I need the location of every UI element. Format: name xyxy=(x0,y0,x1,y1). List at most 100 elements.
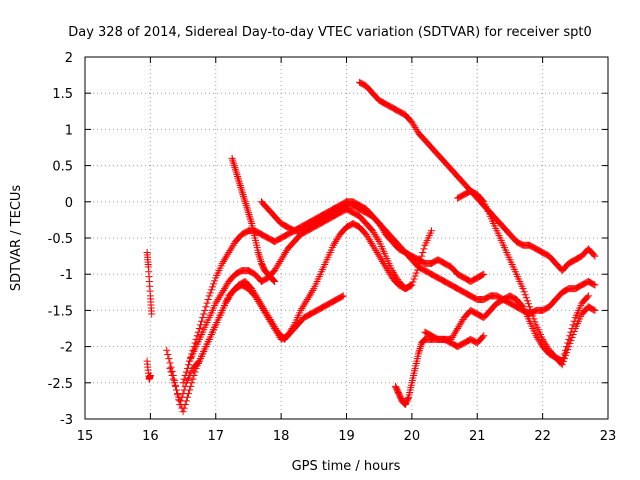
data-point xyxy=(166,364,174,372)
data-point xyxy=(558,361,566,369)
data-point xyxy=(521,291,529,299)
data-point xyxy=(297,306,305,314)
data-point xyxy=(590,280,598,288)
data-point xyxy=(450,330,458,338)
data-point xyxy=(229,241,237,249)
data-point xyxy=(393,274,401,282)
series-arc-b xyxy=(143,357,154,383)
y-tick-label: -2.5 xyxy=(48,377,73,392)
y-tick-label: -3 xyxy=(60,413,73,428)
data-point xyxy=(303,296,311,304)
data-point xyxy=(417,256,425,264)
data-point xyxy=(299,303,307,311)
data-point xyxy=(454,325,462,332)
x-tick-labels: 15 16 17 18 19 20 21 22 23 xyxy=(77,429,617,444)
data-point xyxy=(252,294,260,302)
data-point xyxy=(375,252,383,260)
data-point xyxy=(199,314,207,322)
data-point xyxy=(480,332,488,340)
data-point xyxy=(518,302,526,310)
data-point xyxy=(412,125,420,133)
data-point xyxy=(449,332,457,340)
data-point xyxy=(273,328,281,336)
data-point xyxy=(218,259,226,267)
data-point xyxy=(254,248,262,256)
data-point xyxy=(570,328,578,336)
data-point xyxy=(232,169,240,177)
data-point xyxy=(447,335,455,343)
y-tick-label: -0.5 xyxy=(48,232,73,247)
data-point xyxy=(170,379,178,387)
data-point xyxy=(272,326,280,334)
data-point xyxy=(287,326,295,334)
data-point xyxy=(244,207,252,215)
data-point xyxy=(222,254,230,262)
data-point xyxy=(331,239,339,247)
data-point xyxy=(409,120,417,128)
data-point xyxy=(284,332,292,340)
data-point xyxy=(532,332,540,340)
data-point xyxy=(235,176,243,184)
data-point xyxy=(390,270,398,278)
data-point xyxy=(270,277,278,285)
data-point xyxy=(254,297,262,305)
data-point xyxy=(285,330,293,338)
data-point xyxy=(531,318,539,326)
data-point xyxy=(231,165,239,173)
data-point xyxy=(218,288,226,296)
data-point xyxy=(527,306,535,314)
data-point xyxy=(253,296,261,304)
data-point xyxy=(180,375,188,383)
data-point xyxy=(383,265,391,273)
data-point xyxy=(232,167,240,175)
data-point xyxy=(304,294,312,302)
data-point xyxy=(255,252,263,260)
data-point xyxy=(333,236,341,244)
data-point xyxy=(260,306,268,314)
series-arc-d xyxy=(166,220,416,416)
data-point xyxy=(220,285,228,293)
data-point xyxy=(266,317,274,325)
data-point xyxy=(182,397,190,405)
data-point xyxy=(416,346,424,354)
series-arc-k xyxy=(392,332,488,409)
y-tick-label: 0 xyxy=(65,196,73,211)
data-point xyxy=(369,227,377,235)
data-point xyxy=(216,292,224,300)
data-point xyxy=(258,303,266,311)
data-point xyxy=(263,312,271,320)
data-point xyxy=(457,319,465,327)
data-point xyxy=(590,251,598,259)
data-point xyxy=(179,379,187,387)
data-point xyxy=(257,258,265,266)
data-point xyxy=(169,375,177,383)
y-tick-label: -2 xyxy=(60,341,73,356)
data-point xyxy=(415,348,423,356)
data-point xyxy=(148,310,156,318)
data-point xyxy=(404,394,412,402)
data-point xyxy=(277,256,285,264)
data-point xyxy=(307,290,315,298)
data-point xyxy=(255,299,263,307)
data-point xyxy=(247,218,255,226)
data-point xyxy=(559,358,567,366)
data-point xyxy=(368,239,376,247)
y-tick-label: 2 xyxy=(65,51,73,66)
data-point xyxy=(229,156,237,164)
data-point xyxy=(228,154,236,162)
data-point xyxy=(234,174,242,182)
data-point xyxy=(427,227,435,235)
data-point xyxy=(373,248,381,256)
data-point xyxy=(275,332,283,340)
data-point xyxy=(523,297,531,305)
data-point xyxy=(230,162,238,170)
data-point xyxy=(237,185,245,193)
data-point xyxy=(236,180,244,188)
data-point xyxy=(412,269,420,277)
grid-lines xyxy=(85,57,608,419)
data-point xyxy=(377,256,385,264)
data-point xyxy=(146,372,154,380)
data-point xyxy=(181,372,189,380)
data-point xyxy=(185,361,193,369)
data-point xyxy=(208,283,216,291)
